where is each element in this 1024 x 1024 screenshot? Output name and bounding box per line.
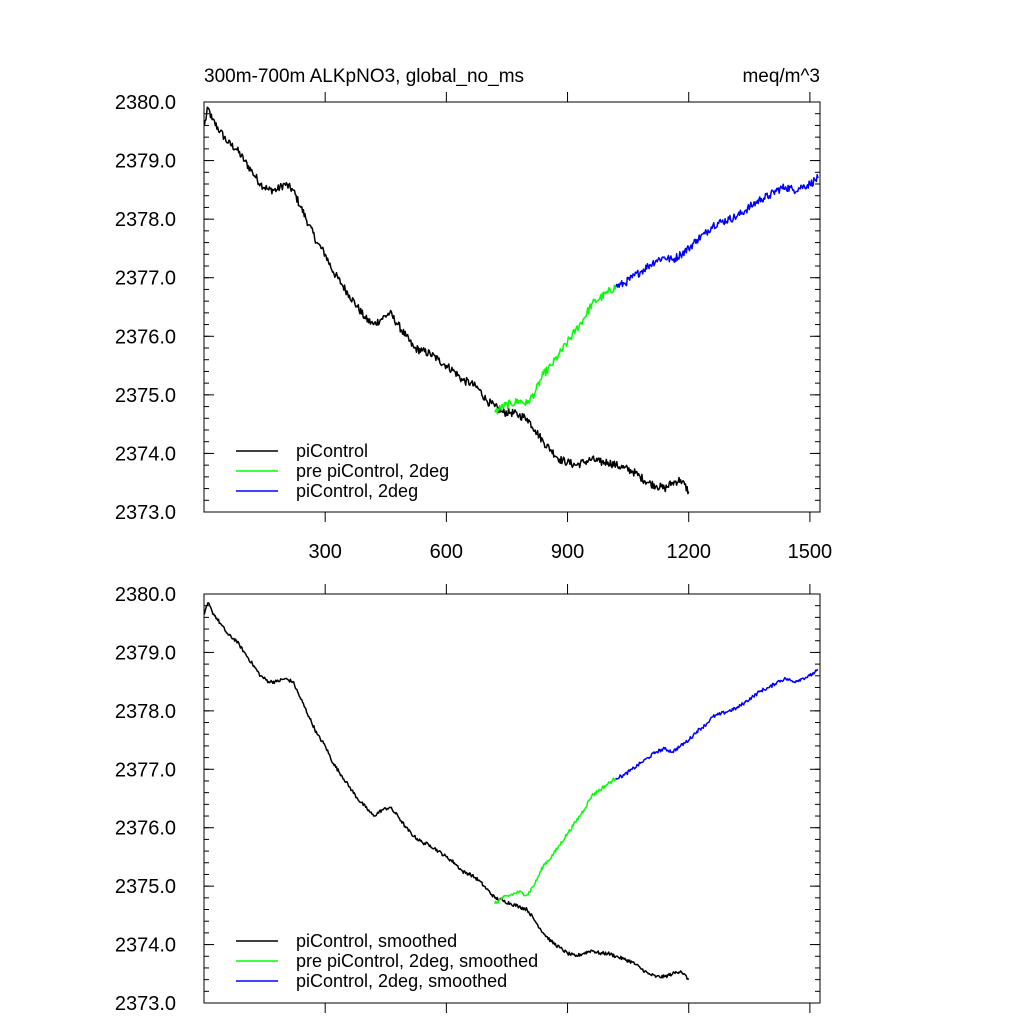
x-tick-label: 1500 [788, 541, 833, 563]
legend-label-pre-picontrol-2deg-smoothed: pre piControl, 2deg, smoothed [296, 951, 538, 971]
bottom-legend: piControl, smoothed pre piControl, 2deg,… [236, 931, 538, 991]
series-line-picontrol [203, 106, 690, 495]
series-line-picontrol-smoothed [203, 602, 690, 981]
y-tick-label: 2378.0 [115, 209, 176, 231]
top-panel: 300m-700m ALKpNO3, global_no_ms meq/m^3 … [115, 66, 832, 563]
plot-frame [203, 593, 821, 1004]
y-tick-label: 2379.0 [115, 151, 176, 173]
y-tick-label: 2380.0 [115, 92, 176, 114]
x-tick-label: 300 [308, 541, 341, 563]
x-tick-label: 600 [430, 541, 463, 563]
legend-label-picontrol-2deg: piControl, 2deg [296, 481, 418, 501]
legend-label-picontrol: piControl [296, 441, 368, 461]
bottom-series-layer [203, 602, 819, 981]
y-tick-label: 2380.0 [115, 584, 176, 606]
legend-label-picontrol-smoothed: piControl, smoothed [296, 931, 457, 951]
top-legend: piControl pre piControl, 2deg piControl,… [236, 441, 449, 501]
series-line-picontrol-2deg-smoothed [615, 669, 819, 780]
legend-label-picontrol-2deg-smoothed: piControl, 2deg, smoothed [296, 971, 507, 991]
y-tick-label: 2375.0 [115, 385, 176, 407]
y-tick-label: 2374.0 [115, 935, 176, 957]
y-tick-label: 2377.0 [115, 759, 176, 781]
bottom-panel: 2380.0 2379.0 2378.0 2377.0 2376.0 2375.0 2374… [115, 584, 821, 1015]
series-line-pre-picontrol-2deg-smoothed [494, 777, 617, 904]
y-tick-label: 2377.0 [115, 268, 176, 290]
bottom-axes: 2380.0 2379.0 2378.0 2377.0 2376.0 2375.0 2374… [115, 584, 821, 1015]
y-tick-label: 2375.0 [115, 876, 176, 898]
series-line-picontrol-2deg [615, 173, 819, 288]
y-tick-label: 2376.0 [115, 326, 176, 348]
y-tick-label: 2378.0 [115, 701, 176, 723]
legend-label-pre-picontrol-2deg: pre piControl, 2deg [296, 461, 449, 481]
y-tick-label: 2376.0 [115, 818, 176, 840]
y-tick-label: 2373.0 [115, 502, 176, 524]
top-series-layer [203, 106, 819, 495]
top-axes: 2380.0 2379.0 2378.0 2377.0 2376.0 2375.0 2374… [115, 92, 832, 563]
y-tick-label: 2373.0 [115, 993, 176, 1015]
y-tick-label: 2374.0 [115, 443, 176, 465]
y-tick-label: 2379.0 [115, 642, 176, 664]
plot-frame [203, 101, 821, 513]
chart-units: meq/m^3 [742, 66, 820, 87]
x-tick-label: 1200 [666, 541, 711, 563]
x-tick-label: 900 [551, 541, 584, 563]
chart-title: 300m-700m ALKpNO3, global_no_ms [204, 66, 524, 87]
series-line-pre-picontrol-2deg [494, 284, 617, 415]
